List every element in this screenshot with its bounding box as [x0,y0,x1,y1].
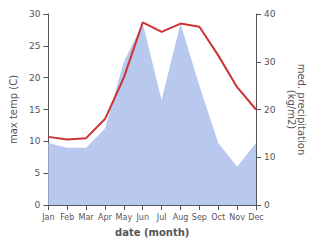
svg-text:May: May [116,213,133,222]
svg-text:15: 15 [29,105,40,115]
svg-text:Nov: Nov [229,213,245,222]
svg-text:Sep: Sep [192,213,207,222]
svg-text:10: 10 [29,136,41,146]
svg-text:Jul: Jul [156,213,167,222]
svg-text:Dec: Dec [248,213,263,222]
svg-text:20: 20 [29,73,41,83]
svg-text:Feb: Feb [60,213,74,222]
svg-text:max temp (C): max temp (C) [8,75,19,144]
svg-text:5: 5 [35,168,41,178]
svg-text:30: 30 [29,9,41,19]
svg-text:10: 10 [264,152,276,162]
svg-text:30: 30 [264,57,276,67]
svg-text:Aug: Aug [173,213,189,222]
svg-text:25: 25 [29,41,40,51]
svg-text:0: 0 [35,200,41,210]
svg-text:20: 20 [264,105,276,115]
svg-text:Apr: Apr [98,213,113,222]
svg-text:Jun: Jun [135,213,149,222]
svg-text:40: 40 [264,9,276,19]
svg-text:Jan: Jan [41,213,54,222]
svg-text:Mar: Mar [79,213,95,222]
svg-text:med. precipitation: med. precipitation [295,63,307,156]
svg-text:date (month): date (month) [115,227,189,238]
svg-text:Oct: Oct [211,213,225,222]
svg-text:0: 0 [264,200,270,210]
svg-text:(kg/m2): (kg/m2) [286,90,297,130]
